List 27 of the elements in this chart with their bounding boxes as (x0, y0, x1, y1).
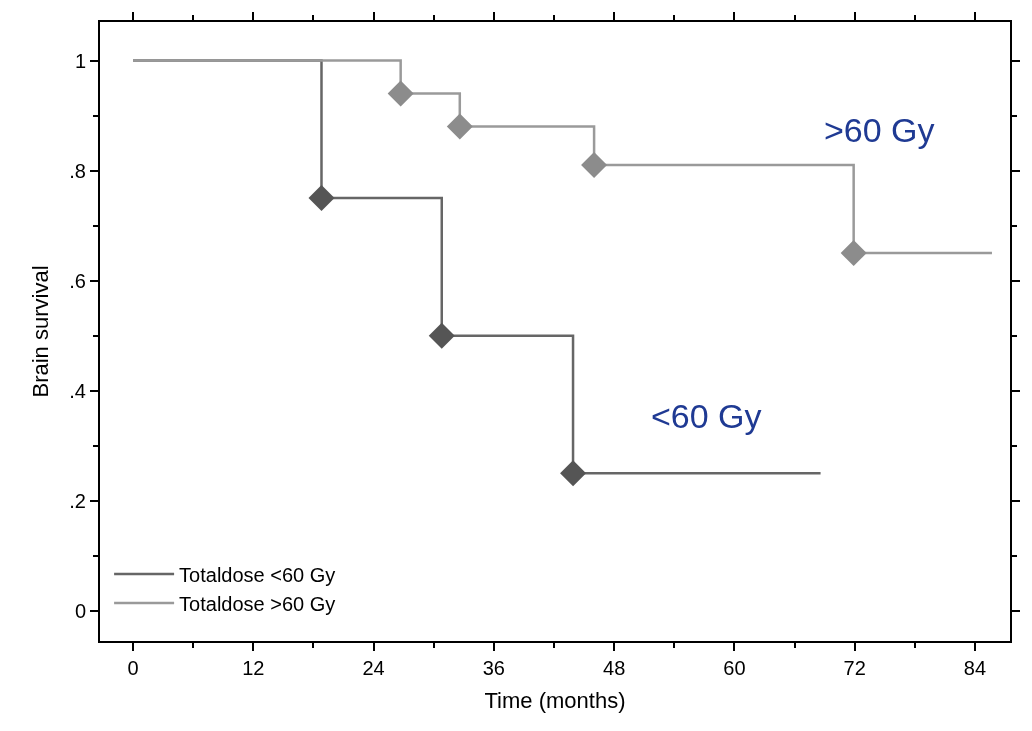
x-tick-label: 12 (242, 657, 265, 679)
y-axis-title: Brain survival (27, 265, 53, 398)
x-tick-label: 72 (843, 657, 866, 679)
annotation: >60 Gy (824, 111, 935, 149)
x-tick-label: 84 (963, 657, 987, 679)
x-tick-label: 36 (482, 657, 505, 679)
legend-label: Totaldose >60 Gy (179, 592, 336, 615)
y-tick-label: .2 (69, 489, 86, 512)
annotation: <60 Gy (651, 397, 762, 435)
point (428, 322, 455, 349)
x-tick-label: 48 (603, 657, 626, 679)
y-tick-label: 1 (74, 49, 86, 72)
point (840, 240, 867, 267)
x-tick-label: 24 (362, 657, 385, 679)
point (560, 460, 587, 487)
y-tick-label: 0 (74, 599, 86, 622)
point (446, 113, 473, 140)
legend-label: Totaldose <60 Gy (179, 563, 336, 586)
y-tick-label: .6 (69, 269, 86, 292)
x-tick-label: 0 (127, 657, 139, 679)
x-tick-label: 60 (723, 657, 746, 679)
y-tick-label: .8 (69, 159, 86, 182)
point (308, 185, 335, 212)
x-axis-title: Time (months) (484, 688, 626, 714)
y-tick-label: .4 (69, 379, 86, 402)
point (387, 80, 414, 107)
point (581, 152, 608, 179)
